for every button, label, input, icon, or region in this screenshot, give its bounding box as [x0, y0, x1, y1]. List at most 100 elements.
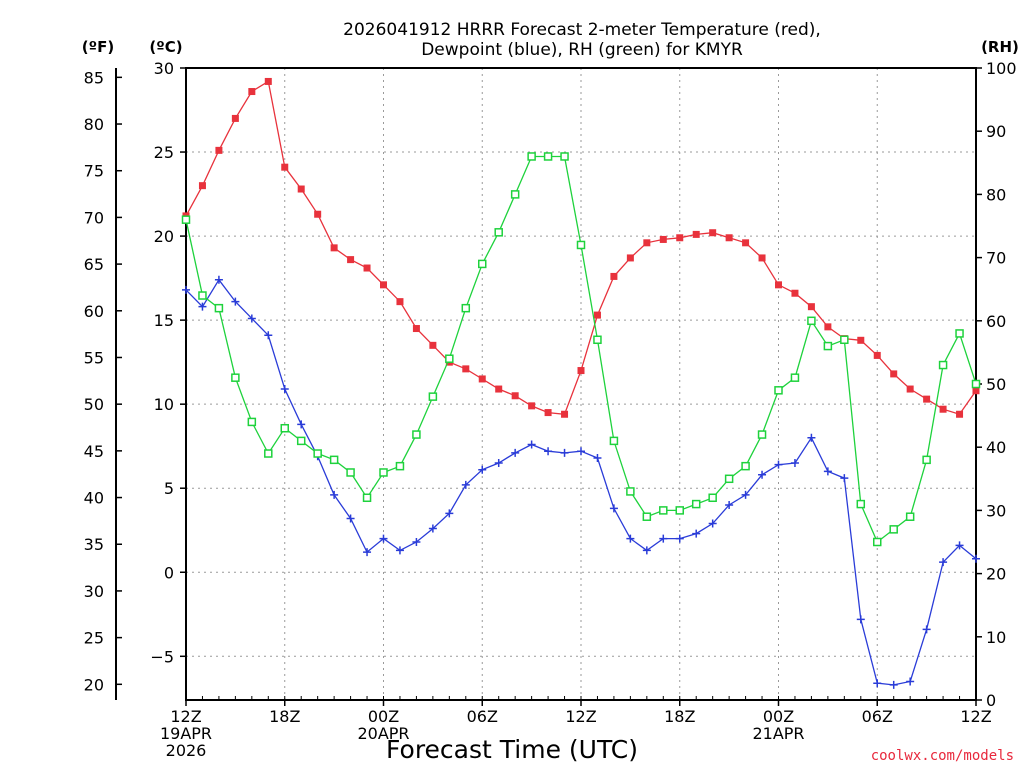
- rh-tick-label: 30: [986, 501, 1006, 520]
- temperature-point: [281, 163, 289, 171]
- celsius-unit-label: (ºC): [149, 38, 182, 56]
- temperature-point: [561, 410, 569, 418]
- celsius-tick-label: 0: [164, 563, 174, 582]
- rh-tick-label: 40: [986, 438, 1006, 457]
- rh-point: [313, 449, 322, 458]
- credit-text: coolwx.com/models: [871, 748, 1014, 764]
- rh-point: [560, 152, 569, 161]
- temperature-point: [923, 395, 931, 403]
- rh-tick-label: 0: [986, 691, 996, 710]
- rh-point: [329, 455, 339, 465]
- temperature-point: [890, 370, 898, 378]
- dewpoint-point: [412, 538, 421, 546]
- fahrenheit-tick-label: 60: [84, 302, 104, 321]
- dewpoint-point: [478, 465, 487, 474]
- temperature-point: [939, 405, 947, 413]
- dewpoint-point: [379, 534, 388, 543]
- rh-point: [494, 228, 503, 237]
- fahrenheit-tick-label: 55: [84, 348, 104, 367]
- fahrenheit-tick-label: 20: [84, 675, 104, 694]
- dewpoint-point: [395, 546, 404, 555]
- rh-point: [889, 525, 898, 534]
- fahrenheit-tick-label: 50: [84, 395, 104, 414]
- temperature-point: [314, 210, 322, 218]
- rh-point: [905, 512, 915, 521]
- rh-point: [823, 341, 833, 351]
- dewpoint-point: [889, 680, 898, 689]
- rh-point: [231, 373, 240, 382]
- dewpoint-point: [214, 275, 223, 284]
- temperature-point: [807, 303, 815, 311]
- temperature-point: [429, 341, 437, 349]
- temperature-point: [593, 311, 601, 319]
- rh-point: [659, 506, 668, 515]
- dewpoint-point: [346, 514, 355, 523]
- axis-ticks: −5 0 5 10 15 20 25 30 20 25 30 35 40 45 50 55 60 65 70 75 80…: [84, 59, 1017, 760]
- x-tick-label: 21APR: [752, 724, 804, 743]
- temperature-point: [692, 230, 700, 238]
- dewpoint-point: [280, 385, 289, 394]
- dewpoint-point: [972, 554, 980, 563]
- temperature-point: [659, 235, 667, 243]
- dewpoint-point: [840, 474, 849, 483]
- dewpoint-point: [445, 509, 454, 518]
- dewpoint-point: [577, 447, 585, 456]
- temperature-point: [643, 239, 651, 247]
- temperature-point: [626, 254, 634, 262]
- rh-point: [840, 335, 849, 345]
- rh-tick-label: 20: [986, 565, 1006, 584]
- rh-point: [280, 423, 289, 433]
- dewpoint-point: [873, 679, 882, 688]
- dewpoint-point: [758, 470, 767, 479]
- dewpoint-point: [494, 459, 503, 467]
- rh-point: [461, 303, 471, 313]
- rh-unit-label: (RH): [981, 38, 1019, 56]
- temperature-point: [478, 375, 486, 383]
- plot-frame: [185, 67, 977, 701]
- x-tick-label: 00Z: [368, 707, 399, 726]
- rh-point: [708, 493, 717, 503]
- dewpoint-point: [330, 490, 339, 499]
- rh-point: [346, 468, 355, 477]
- temperature-point: [742, 239, 750, 247]
- celsius-tick-label: 15: [154, 311, 174, 330]
- temperature-point: [610, 272, 618, 280]
- temperature-point: [264, 77, 272, 85]
- rh-point: [724, 474, 734, 484]
- rh-point: [428, 392, 438, 401]
- fahrenheit-unit-label: (ºF): [82, 38, 114, 56]
- dewpoint-point: [544, 447, 553, 456]
- rh-point: [691, 499, 701, 509]
- temperature-point: [511, 392, 519, 400]
- x-tick-label: 2026: [166, 741, 207, 760]
- dewpoint-point: [626, 534, 635, 543]
- dewpoint-point: [198, 302, 207, 311]
- rh-point: [807, 316, 816, 326]
- x-tick-label: 18Z: [664, 707, 695, 726]
- rh-point: [856, 499, 866, 509]
- x-tick-label: 20APR: [357, 724, 409, 743]
- temperature-point: [198, 182, 206, 190]
- rh-point: [873, 537, 882, 547]
- rh-point: [543, 152, 553, 161]
- fahrenheit-tick-label: 80: [84, 115, 104, 134]
- temperature-point: [972, 387, 980, 395]
- temperature-point: [495, 385, 503, 393]
- temperature-point: [412, 325, 420, 333]
- temperature-point: [775, 281, 782, 289]
- x-tick-label: 12Z: [565, 707, 596, 726]
- dewpoint-point: [593, 453, 602, 462]
- dewpoint-point: [675, 534, 684, 543]
- dewpoint-point: [642, 546, 651, 555]
- fahrenheit-tick-label: 85: [84, 68, 104, 87]
- temperature-point: [396, 298, 404, 306]
- dewpoint-point: [906, 677, 915, 686]
- rh-point: [296, 436, 306, 446]
- fahrenheit-tick-label: 75: [84, 162, 104, 181]
- rh-point: [412, 430, 421, 439]
- temperature-point: [857, 336, 865, 344]
- x-tick-label: 12Z: [170, 707, 201, 726]
- dewpoint-point: [560, 448, 569, 457]
- rh-point: [214, 303, 224, 313]
- dewpoint-point: [231, 297, 240, 306]
